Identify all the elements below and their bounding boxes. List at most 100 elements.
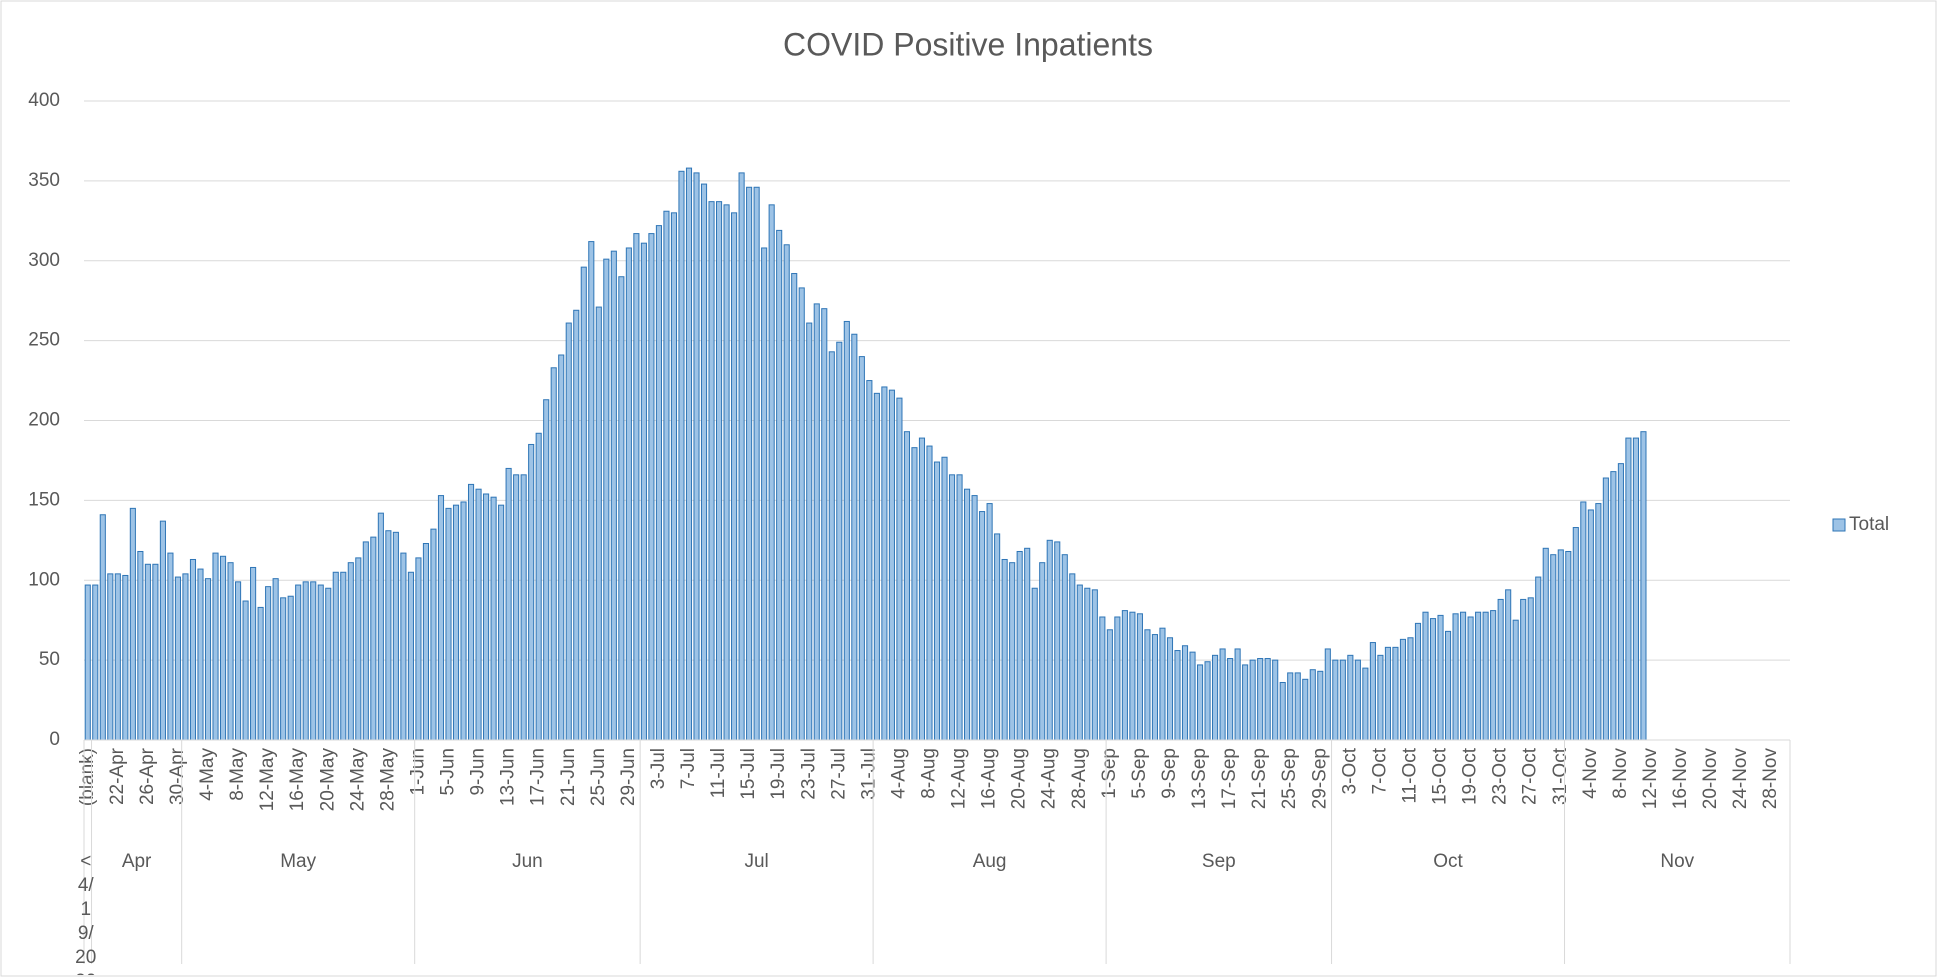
bar <box>302 581 309 741</box>
bar <box>708 201 715 741</box>
bar <box>114 573 121 741</box>
group-label: Sep <box>1202 851 1236 872</box>
bar <box>422 543 430 741</box>
bar <box>520 474 527 741</box>
x-tick-label: 31-Jul <box>858 748 879 800</box>
bar <box>558 354 565 741</box>
bar <box>1212 654 1219 741</box>
bar <box>1144 629 1151 741</box>
bar <box>663 210 670 741</box>
bar <box>595 306 602 741</box>
bar <box>1099 616 1106 741</box>
x-tick-label: 20-May <box>317 748 338 812</box>
bar <box>1565 550 1572 741</box>
bar <box>1557 549 1564 741</box>
bar <box>167 552 174 741</box>
bar <box>986 503 993 741</box>
bar <box>460 501 467 741</box>
bar <box>964 488 971 741</box>
bar <box>1444 630 1452 741</box>
x-tick-label: 13-Sep <box>1189 748 1210 809</box>
bar <box>1414 622 1422 741</box>
bar <box>528 443 535 741</box>
bar <box>1151 634 1159 741</box>
bar <box>1046 539 1053 741</box>
y-tick-label: 400 <box>28 90 60 111</box>
bar <box>994 533 1001 741</box>
bar <box>1354 659 1361 741</box>
bar <box>1362 667 1369 741</box>
bar <box>866 380 873 741</box>
bar <box>806 322 813 741</box>
bar <box>731 212 738 741</box>
group-label: <4/19/2020 <box>75 851 97 975</box>
bar <box>490 496 497 741</box>
bar <box>979 511 986 741</box>
x-tick-label: 25-Sep <box>1279 748 1300 809</box>
bar <box>1640 431 1647 741</box>
y-tick-label: 300 <box>28 250 60 271</box>
bar <box>265 586 272 741</box>
group-label: Apr <box>122 851 152 872</box>
bar <box>1460 611 1467 741</box>
bar <box>693 172 700 741</box>
bar <box>1347 654 1354 741</box>
chart-title: COVID Positive Inpatients <box>783 26 1153 62</box>
bar <box>896 397 903 741</box>
bar <box>723 204 730 741</box>
bar <box>212 552 219 741</box>
bar <box>791 273 798 741</box>
bar <box>1467 616 1474 741</box>
group-label: Oct <box>1433 851 1463 872</box>
bar <box>610 250 617 741</box>
bar <box>535 432 542 741</box>
bar <box>505 467 512 741</box>
bar <box>1272 659 1279 741</box>
bar <box>633 233 640 741</box>
bar <box>911 447 918 741</box>
bar <box>1535 576 1542 741</box>
bar <box>580 266 587 741</box>
bar <box>1505 589 1512 741</box>
bar <box>295 584 302 741</box>
bar <box>873 392 880 741</box>
x-tick-label: 9-Jun <box>468 748 489 796</box>
bar <box>1520 598 1527 741</box>
x-tick-label: 16-May <box>287 748 308 812</box>
bar <box>415 557 422 741</box>
bar <box>129 507 136 741</box>
bar <box>813 303 820 741</box>
x-tick-label: 19-Oct <box>1460 747 1481 805</box>
bar <box>242 600 249 741</box>
y-tick-label: 100 <box>28 569 60 590</box>
group-label: Jul <box>744 851 768 872</box>
x-tick-label: 20-Aug <box>1009 748 1030 809</box>
x-tick-label: 25-Jun <box>588 748 609 806</box>
x-tick-label: 26-Apr <box>137 747 158 805</box>
bar <box>798 287 805 741</box>
bar <box>1181 645 1189 741</box>
x-tick-label: 12-Aug <box>949 748 970 809</box>
bar <box>437 495 445 741</box>
bar <box>926 445 933 741</box>
bar <box>355 557 362 741</box>
bar <box>948 474 956 741</box>
bar <box>1392 646 1399 741</box>
group-label: Nov <box>1660 851 1694 872</box>
bar <box>107 573 114 741</box>
bar <box>498 504 505 741</box>
x-tick-label: 8-Aug <box>919 748 940 799</box>
bar <box>1264 658 1271 741</box>
bar <box>1196 664 1204 741</box>
x-tick-label: 9-Sep <box>1159 748 1180 799</box>
bar <box>625 247 632 741</box>
y-tick-label: 250 <box>28 330 60 351</box>
bar <box>918 437 926 741</box>
bar <box>1129 611 1136 741</box>
bar <box>1625 437 1632 741</box>
bar <box>851 333 858 741</box>
bar <box>783 244 790 741</box>
x-tick-label: 7-Jul <box>678 748 699 789</box>
